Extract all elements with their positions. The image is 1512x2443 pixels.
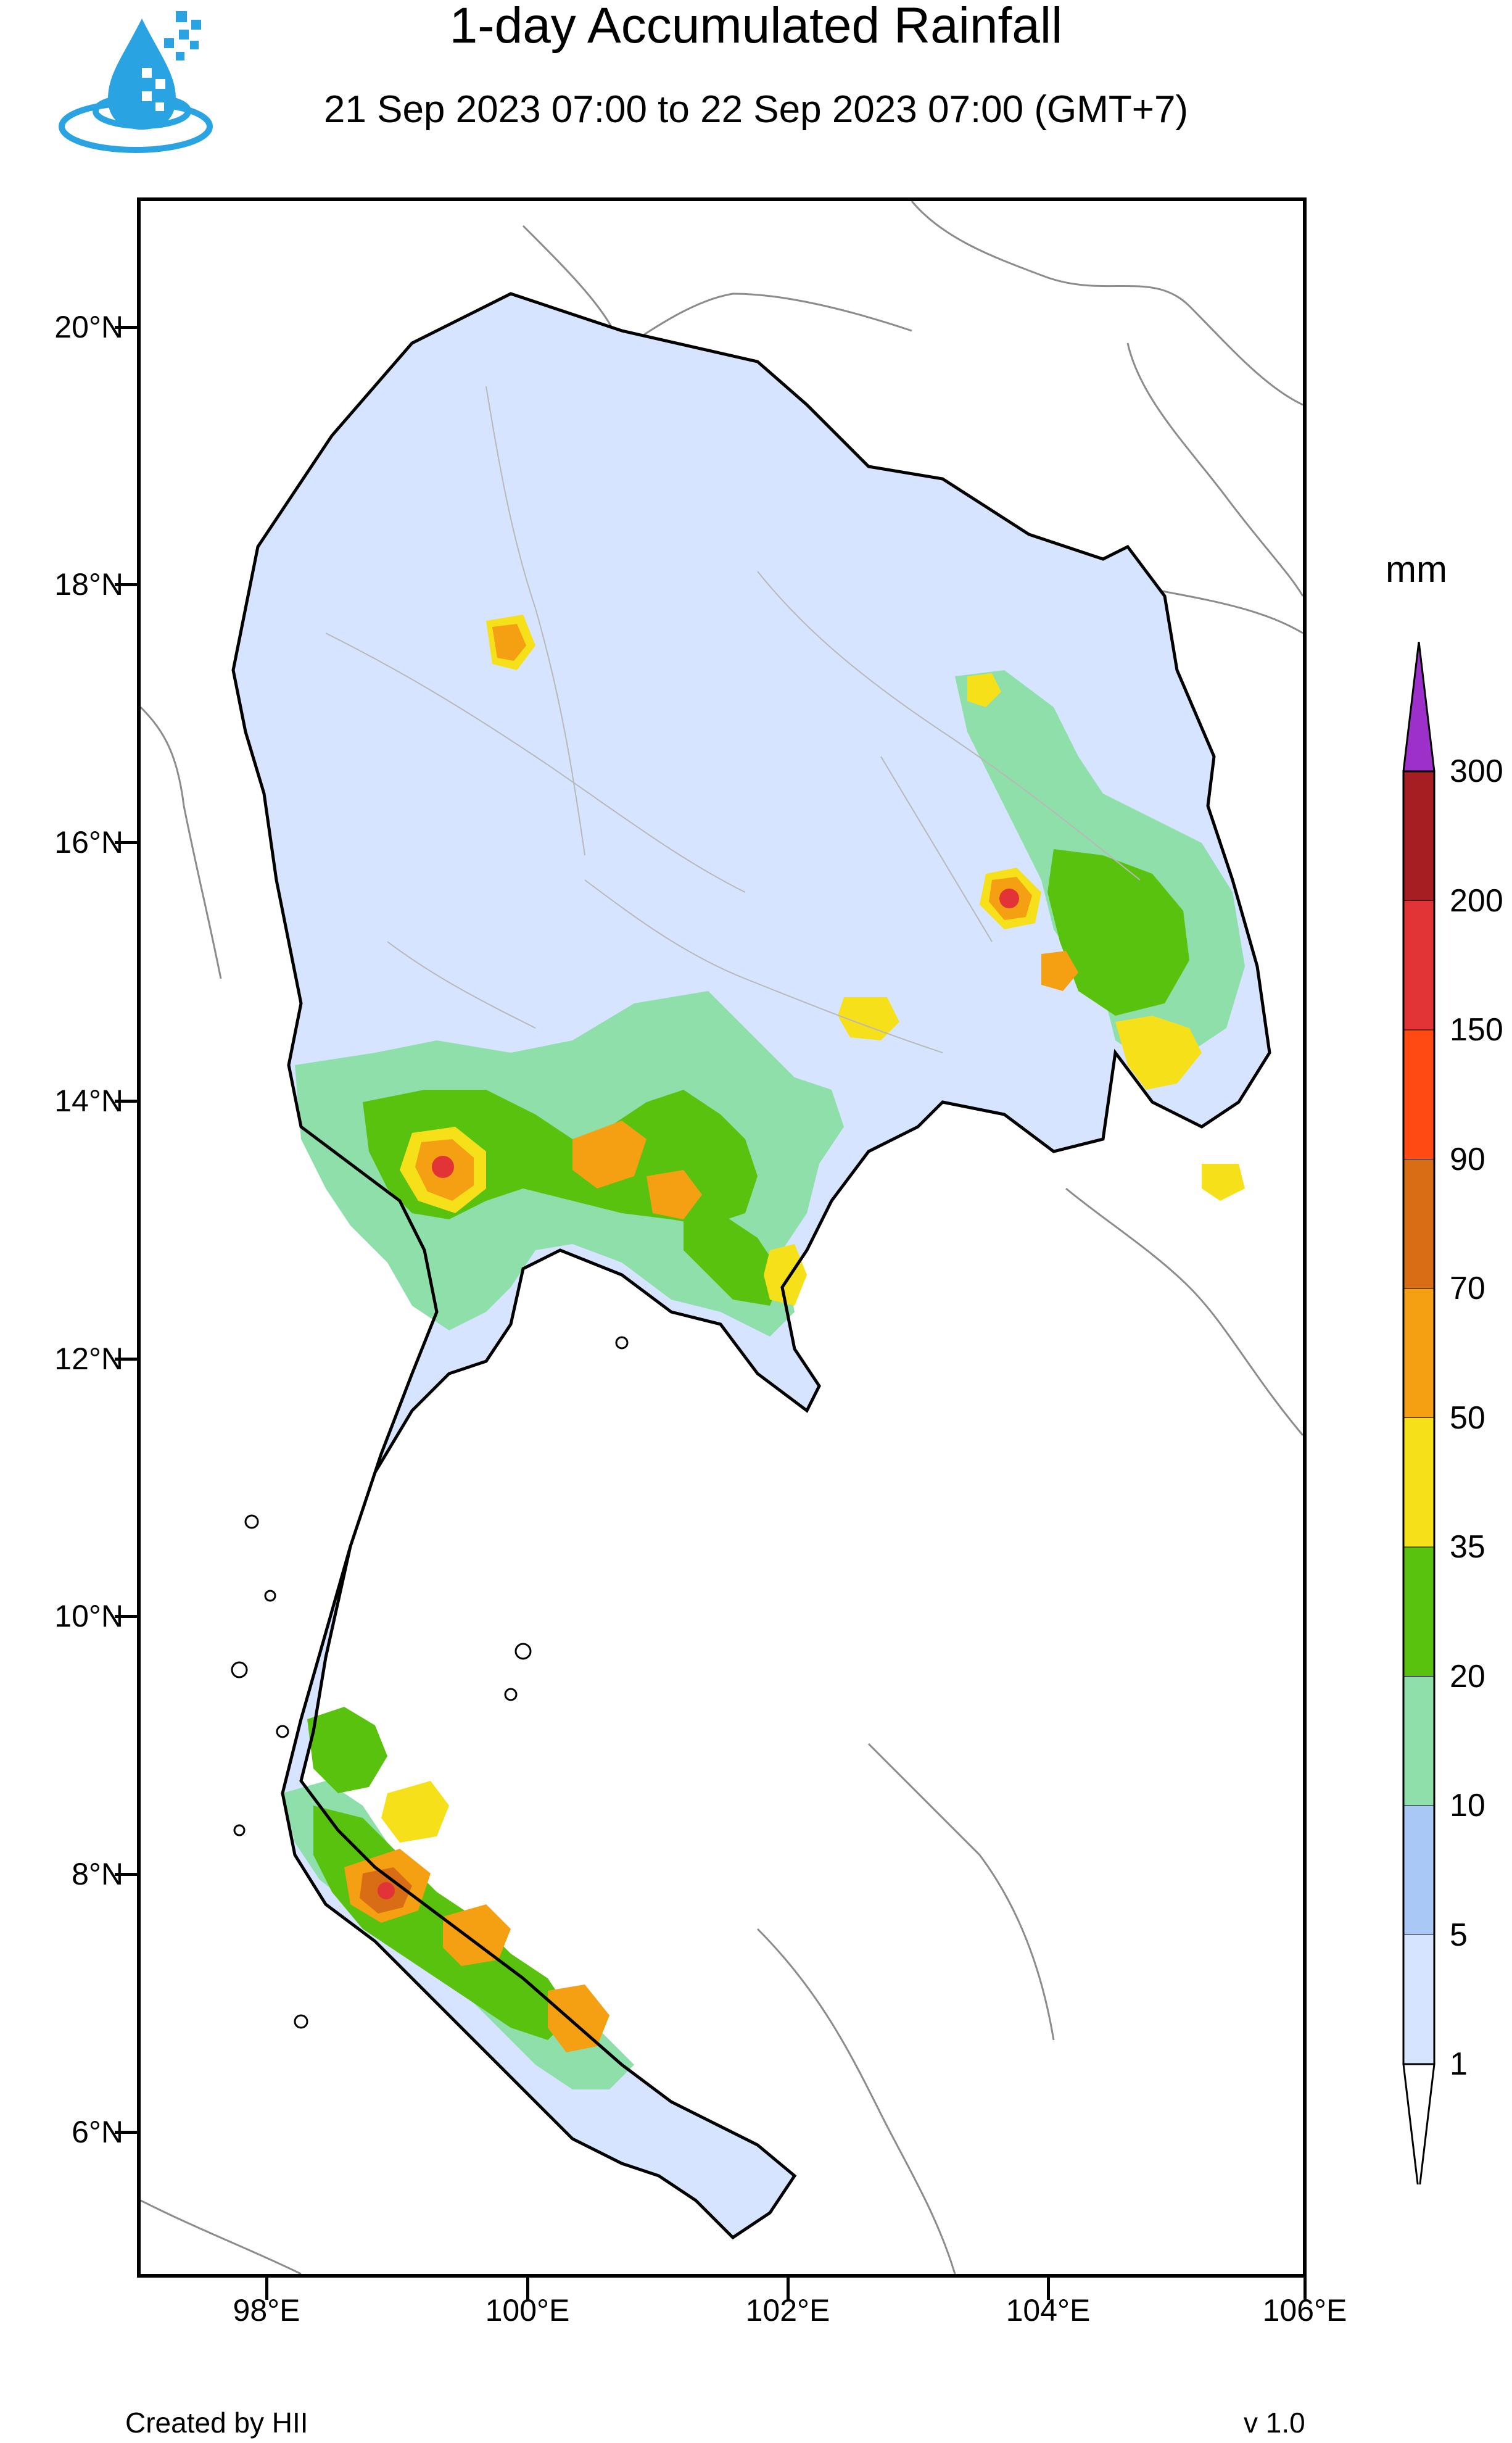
lat-label-10n: 10°N <box>54 1599 123 1633</box>
colorbar-bottom-triangle <box>1402 2063 1436 2184</box>
legend-level-label: 10 <box>1450 1788 1485 1823</box>
colorbar-segment <box>1403 1159 1435 1289</box>
legend-unit: mm <box>1386 549 1447 590</box>
colorbar-segment <box>1403 1676 1435 1806</box>
colorbar-segment <box>1403 1029 1435 1159</box>
lon-label-104e: 104°E <box>1006 2293 1091 2328</box>
colorbar-segment <box>1403 1935 1435 2065</box>
legend-level-label: 90 <box>1450 1141 1485 1177</box>
lat-label-6n: 6°N <box>72 2115 123 2149</box>
colorbar-segment <box>1403 1288 1435 1418</box>
colorbar-segment <box>1403 771 1435 901</box>
rainfall-map <box>137 197 1307 2278</box>
legend-level-label: 300 <box>1450 753 1503 789</box>
legend-level-label: 1 <box>1450 2046 1468 2082</box>
legend-level-label: 5 <box>1450 1917 1468 1953</box>
legend-level-label: 20 <box>1450 1658 1485 1694</box>
colorbar-segment <box>1403 1546 1435 1677</box>
lat-label-20n: 20°N <box>54 310 123 344</box>
colorbar-segment <box>1403 1417 1435 1548</box>
lon-label-106e: 106°E <box>1262 2293 1347 2328</box>
lon-label-102e: 102°E <box>745 2293 830 2328</box>
colorbar-top-triangle <box>1402 642 1436 773</box>
rainfall-colorbar <box>1402 642 1436 2184</box>
lon-label-98e: 98°E <box>233 2293 300 2328</box>
legend-level-label: 200 <box>1450 882 1503 919</box>
version-text: v 1.0 <box>1244 2407 1305 2439</box>
rainfall-map-canvas <box>141 201 1303 2274</box>
lon-label-100e: 100°E <box>485 2293 570 2328</box>
map-title: 1-day Accumulated Rainfall <box>449 0 1063 54</box>
lat-label-16n: 16°N <box>54 825 123 860</box>
colorbar-segment <box>1403 900 1435 1031</box>
lat-label-14n: 14°N <box>54 1084 123 1118</box>
legend-level-label: 35 <box>1450 1529 1485 1565</box>
lat-label-12n: 12°N <box>54 1342 123 1376</box>
credit-text: Created by HII <box>125 2407 308 2439</box>
colorbar-segment <box>1403 1805 1435 1935</box>
lat-label-18n: 18°N <box>54 567 123 602</box>
legend-level-label: 50 <box>1450 1400 1485 1436</box>
lat-label-8n: 8°N <box>72 1857 123 1891</box>
map-subtitle: 21 Sep 2023 07:00 to 22 Sep 2023 07:00 (… <box>323 88 1189 131</box>
water-drop-logo-icon <box>59 11 213 153</box>
legend-level-label: 70 <box>1450 1271 1485 1306</box>
legend-level-label: 150 <box>1450 1012 1503 1048</box>
